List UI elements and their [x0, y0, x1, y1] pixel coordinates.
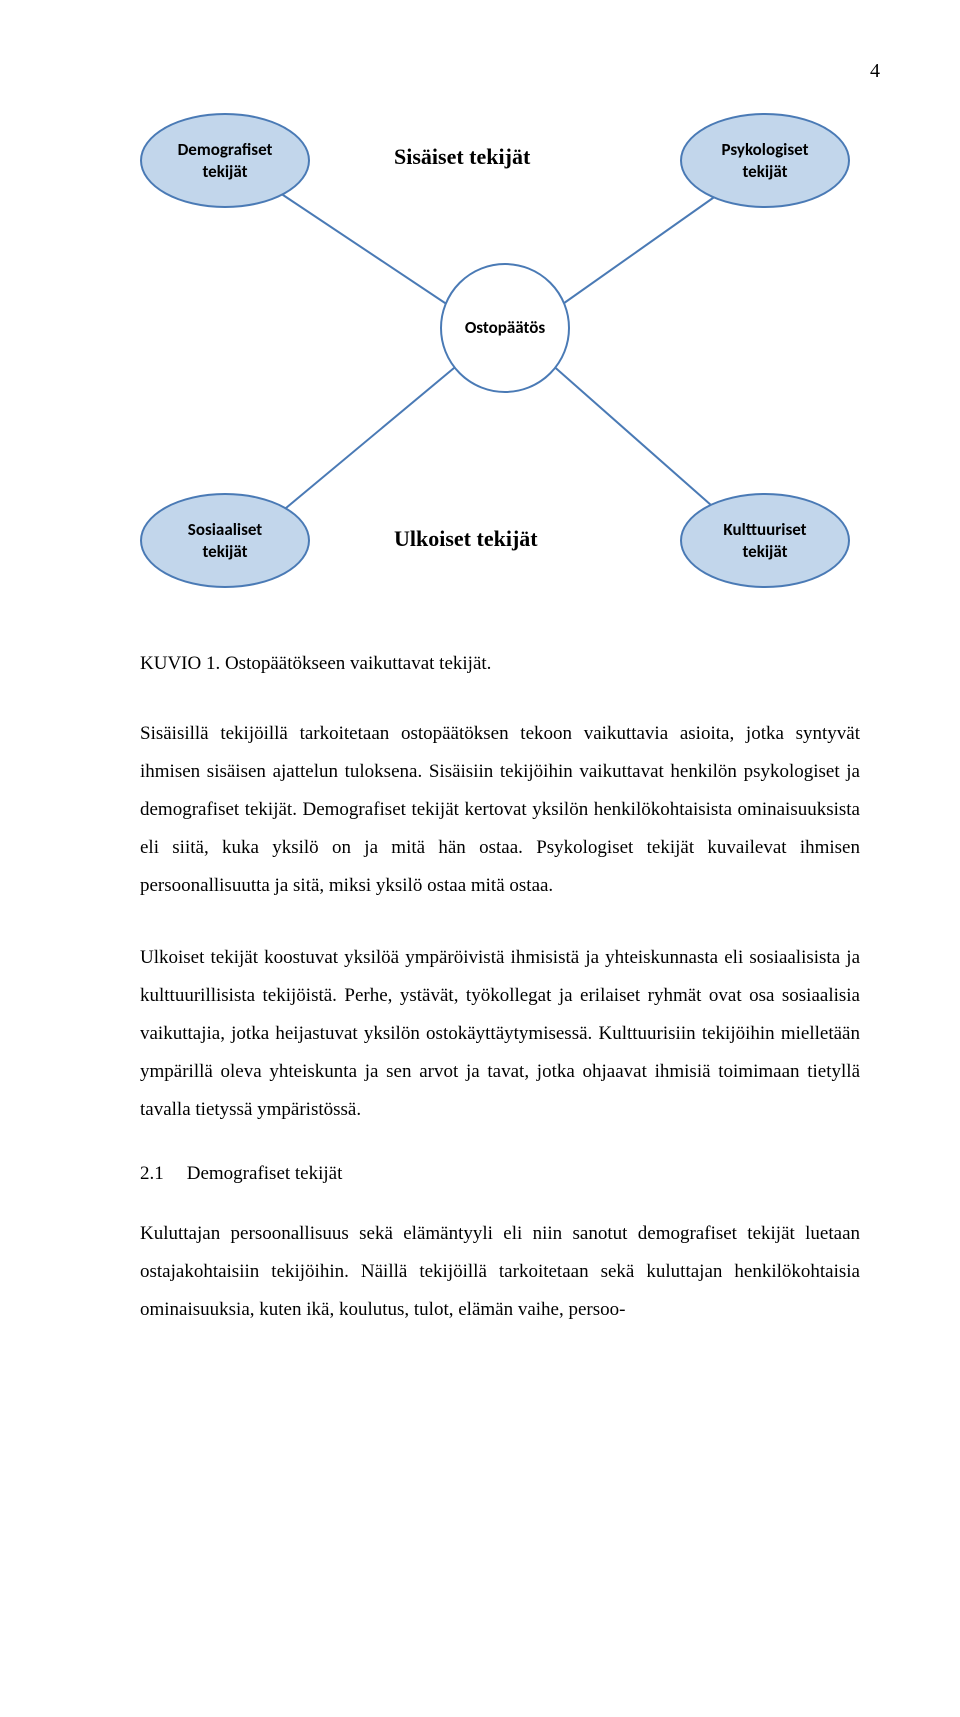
node-label: Sosiaalisettekijät	[188, 519, 262, 562]
section-number: 2.1	[140, 1163, 182, 1185]
node-psykologiset: Psykologisettekijät	[680, 113, 850, 208]
paragraph: Kuluttajan persoonallisuus sekä elämänty…	[140, 1215, 860, 1329]
node-label: Psykologisettekijät	[722, 139, 809, 182]
page-number: 4	[140, 60, 880, 83]
node-label: Kulttuurisettekijät	[723, 519, 806, 562]
section-title: Demografiset tekijät	[187, 1163, 343, 1184]
label-ulkoiset: Ulkoiset tekijät	[394, 525, 538, 553]
paragraph: Sisäisillä tekijöillä tarkoitetaan ostop…	[140, 715, 860, 905]
paragraph: Ulkoiset tekijät koostuvat yksilöä ympär…	[140, 939, 860, 1129]
section-heading: 2.1 Demografiset tekijät	[140, 1163, 860, 1185]
concept-diagram: Demografisettekijät Psykologisettekijät …	[140, 113, 860, 633]
body-text: Sisäisillä tekijöillä tarkoitetaan ostop…	[140, 715, 860, 1329]
node-label: Ostopäätös	[465, 317, 545, 338]
node-ostopaatos: Ostopäätös	[440, 263, 570, 393]
node-sosiaaliset: Sosiaalisettekijät	[140, 493, 310, 588]
label-text: Sisäiset tekijät	[394, 143, 530, 171]
node-label: Demografisettekijät	[178, 139, 273, 182]
label-text: Ulkoiset tekijät	[394, 525, 538, 553]
label-sisaiset: Sisäiset tekijät	[394, 143, 530, 171]
node-demografiset: Demografisettekijät	[140, 113, 310, 208]
figure-caption: KUVIO 1. Ostopäätökseen vaikuttavat teki…	[140, 653, 860, 675]
node-kulttuuriset: Kulttuurisettekijät	[680, 493, 850, 588]
